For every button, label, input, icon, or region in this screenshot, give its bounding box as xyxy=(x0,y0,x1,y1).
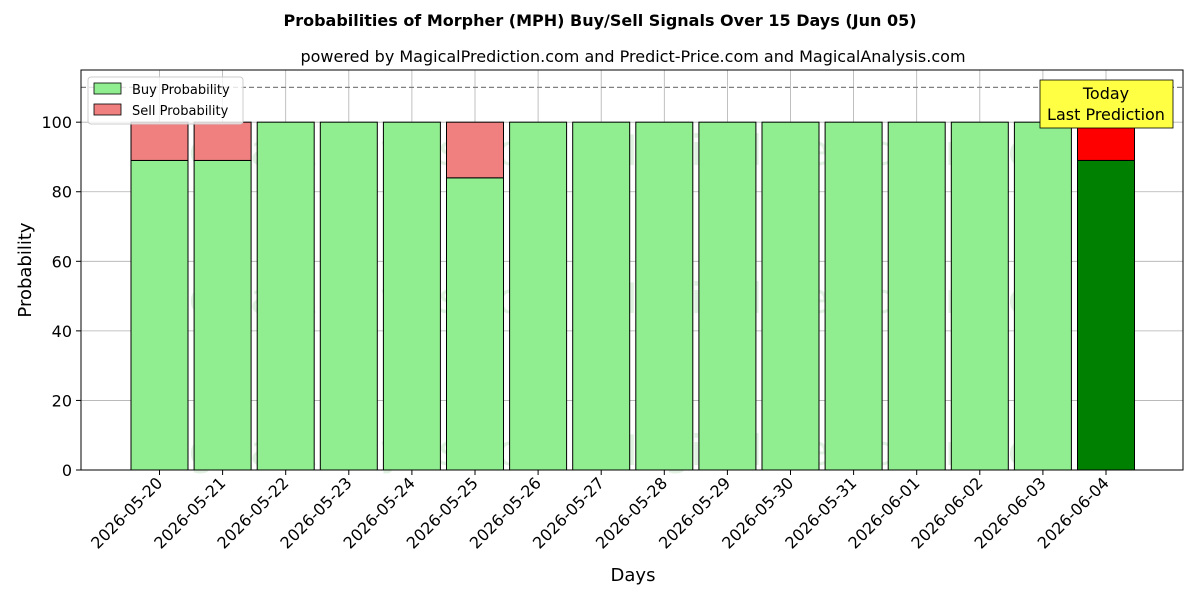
legend-box xyxy=(87,76,244,125)
bar-buy-2026-05-22 xyxy=(256,121,315,471)
legend-swatch-buy xyxy=(93,82,122,95)
bar-buy-2026-06-03 xyxy=(1013,121,1072,471)
y-axis: 0 20 40 60 80 100 xyxy=(41,113,81,480)
bar-buy-2026-05-28 xyxy=(635,121,694,471)
x-axis: 2026-05-202026-05-212026-05-222026-05-23… xyxy=(87,470,1113,553)
chart-title: Probabilities of Morpher (MPH) Buy/Sell … xyxy=(283,11,916,30)
bar-sell-2026-05-25 xyxy=(446,121,504,179)
y-tick-label: 40 xyxy=(52,322,72,341)
bar-sell-2026-05-20 xyxy=(130,121,189,161)
bar-sell-2026-05-21 xyxy=(193,121,252,161)
y-axis-label: Probability xyxy=(15,222,36,317)
today-annotation: Today Last Prediction xyxy=(1039,79,1174,129)
bar-layer xyxy=(130,121,1135,471)
bar-buy-2026-05-23 xyxy=(319,121,378,471)
bar-buy-2026-05-29 xyxy=(698,121,757,471)
bar-buy-2026-05-25 xyxy=(446,177,504,471)
bar-buy-2026-05-31 xyxy=(824,121,883,471)
x-axis-label: Days xyxy=(611,565,656,586)
bar-buy-2026-05-21 xyxy=(193,159,252,471)
bar-buy-2026-06-01 xyxy=(887,121,946,471)
bar-buy-2026-06-04 xyxy=(1077,159,1135,471)
bar-buy-2026-05-27 xyxy=(572,121,631,471)
legend-label-sell: Sell Probability xyxy=(132,104,229,119)
legend-label-buy: Buy Probability xyxy=(132,83,230,98)
y-tick-label: 60 xyxy=(52,252,72,271)
y-tick-label: 0 xyxy=(62,461,72,480)
bar-buy-2026-05-20 xyxy=(130,159,189,471)
bar-buy-2026-05-26 xyxy=(509,121,568,471)
chart-subtitle: powered by MagicalPrediction.com and Pre… xyxy=(300,47,965,66)
y-tick-label: 100 xyxy=(41,113,72,132)
bar-buy-2026-05-30 xyxy=(761,121,820,471)
y-tick-label: 20 xyxy=(52,391,72,410)
annotation-line-1: Today xyxy=(1082,84,1129,103)
bar-buy-2026-06-02 xyxy=(950,121,1009,471)
bar-sell-2026-06-04 xyxy=(1077,121,1135,161)
plot-frame xyxy=(80,69,1184,471)
annotation-box xyxy=(1039,79,1174,129)
legend: Buy Probability Sell Probability xyxy=(87,76,244,125)
legend-swatch-sell xyxy=(93,103,122,116)
annotation-line-2: Last Prediction xyxy=(1047,105,1165,124)
y-tick-label: 80 xyxy=(52,183,72,202)
bar-buy-2026-05-24 xyxy=(382,121,441,471)
